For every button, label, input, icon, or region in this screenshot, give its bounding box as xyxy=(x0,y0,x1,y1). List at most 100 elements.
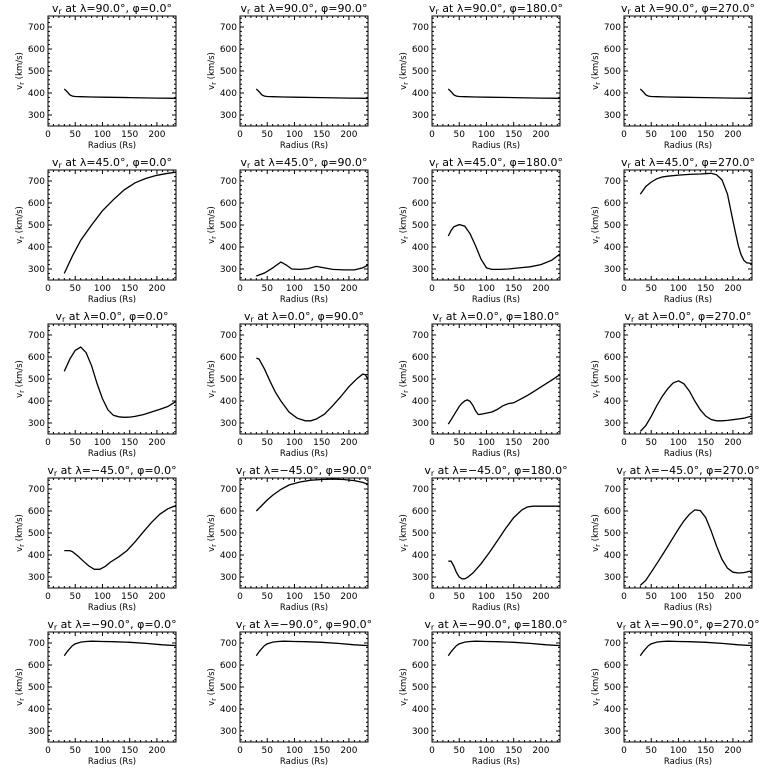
chart-panel: 0 50 100 150 200 300 400 500 600 700 vr at λ=0.0°,… xyxy=(15,310,177,459)
x-tick-label: 0 xyxy=(429,284,435,294)
x-tick-label: 150 xyxy=(505,438,522,448)
x-tick-label: 50 xyxy=(70,438,82,448)
vr-series-line xyxy=(255,88,369,99)
y-axis-label: vr (km/s) xyxy=(591,52,602,90)
x-tick-label: 0 xyxy=(237,746,243,756)
y-axis-label: vr (km/s) xyxy=(591,206,602,244)
y-tick-label: 500 xyxy=(28,221,45,231)
y-axis-label: vr (km/s) xyxy=(15,206,26,244)
x-tick-label: 150 xyxy=(121,592,138,602)
y-tick-label: 400 xyxy=(412,243,429,253)
y-tick-label: 400 xyxy=(412,89,429,99)
vr-series-line xyxy=(639,380,753,432)
x-tick-label: 150 xyxy=(313,130,330,140)
x-tick-label: 150 xyxy=(697,438,714,448)
x-tick-label: 150 xyxy=(121,746,138,756)
panel-title: vr at λ=45.0°, φ=0.0° xyxy=(52,156,172,170)
x-axis-label: Radius (Rs) xyxy=(88,449,136,459)
plot-frame xyxy=(239,15,369,127)
x-tick-label: 0 xyxy=(237,130,243,140)
x-tick-label: 150 xyxy=(121,130,138,140)
x-tick-label: 50 xyxy=(262,438,274,448)
x-tick-label: 50 xyxy=(646,284,658,294)
y-tick-label: 300 xyxy=(412,727,429,737)
y-tick-label: 300 xyxy=(28,265,45,275)
y-tick-label: 500 xyxy=(604,529,621,539)
plot-frame xyxy=(623,15,753,127)
x-tick-label: 100 xyxy=(478,284,495,294)
y-tick-label: 400 xyxy=(412,705,429,715)
y-tick-label: 400 xyxy=(412,551,429,561)
x-tick-label: 100 xyxy=(670,284,687,294)
panel-title: vr at λ=−45.0°, φ=90.0° xyxy=(236,464,372,478)
x-tick-label: 0 xyxy=(45,592,51,602)
x-tick-label: 200 xyxy=(724,130,741,140)
y-tick-label: 300 xyxy=(220,265,237,275)
x-tick-label: 0 xyxy=(237,284,243,294)
panel-title: vr at λ=90.0°, φ=180.0° xyxy=(429,2,563,16)
y-axis-label: vr (km/s) xyxy=(15,514,26,552)
x-tick-label: 150 xyxy=(505,592,522,602)
x-tick-label: 200 xyxy=(724,746,741,756)
y-tick-label: 400 xyxy=(604,89,621,99)
y-tick-label: 600 xyxy=(220,507,237,517)
y-tick-label: 500 xyxy=(28,529,45,539)
vr-series-line xyxy=(256,357,369,422)
x-tick-label: 200 xyxy=(148,284,165,294)
panel-title: vr at λ=−90.0°, φ=90.0° xyxy=(236,618,372,632)
vr-series-line xyxy=(639,640,753,657)
y-tick-label: 400 xyxy=(28,397,45,407)
y-tick-label: 400 xyxy=(220,243,237,253)
plot-frame xyxy=(47,169,177,281)
y-tick-label: 700 xyxy=(604,23,621,33)
y-tick-label: 600 xyxy=(28,199,45,209)
x-tick-label: 100 xyxy=(94,438,111,448)
y-tick-label: 700 xyxy=(604,177,621,187)
x-tick-label: 50 xyxy=(646,746,658,756)
y-tick-label: 300 xyxy=(412,265,429,275)
x-tick-label: 100 xyxy=(286,592,303,602)
y-axis-label: vr (km/s) xyxy=(591,360,602,398)
plot-frame xyxy=(623,631,753,743)
vr-series-line xyxy=(447,374,561,425)
x-axis-label: Radius (Rs) xyxy=(472,141,520,151)
vr-series-line xyxy=(255,640,369,657)
x-axis-label: Radius (Rs) xyxy=(664,295,712,305)
x-axis-label: Radius (Rs) xyxy=(472,449,520,459)
plot-frame xyxy=(239,323,369,435)
chart-panel: 0 50 100 150 200 300 400 500 600 700 vr at λ=0.0°,… xyxy=(207,310,369,459)
x-tick-label: 150 xyxy=(697,284,714,294)
y-tick-label: 400 xyxy=(28,551,45,561)
x-tick-label: 0 xyxy=(45,284,51,294)
y-tick-label: 400 xyxy=(220,397,237,407)
y-tick-label: 500 xyxy=(412,221,429,231)
x-tick-label: 200 xyxy=(532,438,549,448)
vr-series-line xyxy=(64,504,177,570)
x-tick-label: 200 xyxy=(724,592,741,602)
panel-title: vr at λ=0.0°, φ=180.0° xyxy=(432,310,559,324)
y-axis-label: vr (km/s) xyxy=(591,668,602,706)
x-tick-label: 100 xyxy=(478,438,495,448)
x-tick-label: 50 xyxy=(646,592,658,602)
vr-series-line xyxy=(255,478,369,512)
y-tick-label: 500 xyxy=(412,529,429,539)
y-tick-label: 500 xyxy=(220,529,237,539)
plot-frame xyxy=(431,323,561,435)
x-tick-label: 150 xyxy=(121,284,138,294)
x-tick-label: 50 xyxy=(454,592,466,602)
x-tick-label: 100 xyxy=(478,746,495,756)
y-tick-label: 500 xyxy=(220,67,237,77)
x-tick-label: 150 xyxy=(313,592,330,602)
panel-title: vr at λ=−45.0°, φ=0.0° xyxy=(47,464,176,478)
x-tick-label: 200 xyxy=(340,592,357,602)
y-tick-label: 600 xyxy=(412,199,429,209)
x-tick-label: 100 xyxy=(670,438,687,448)
chart-panel: 0 50 100 150 200 300 400 500 600 700 vr at λ=−45.0… xyxy=(207,464,372,613)
y-tick-label: 700 xyxy=(412,485,429,495)
y-tick-label: 700 xyxy=(412,639,429,649)
x-tick-label: 50 xyxy=(646,130,658,140)
y-tick-label: 600 xyxy=(604,45,621,55)
